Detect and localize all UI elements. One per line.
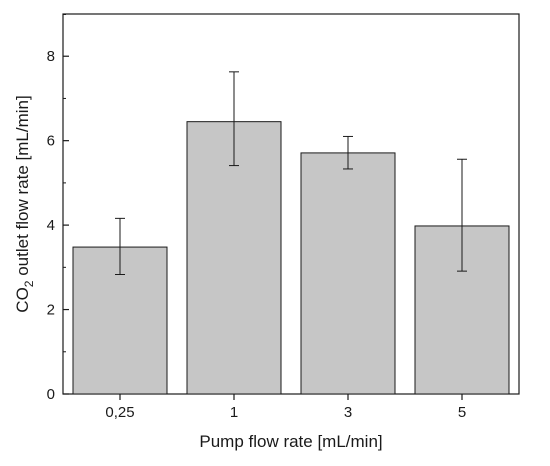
y-tick-label: 0 bbox=[47, 386, 55, 403]
x-tick-label: 0,25 bbox=[105, 404, 134, 421]
plot-area-frame bbox=[62, 13, 520, 395]
y-axis: 0 2 4 6 8 bbox=[47, 14, 69, 403]
bar-1 bbox=[186, 121, 282, 395]
bars-layer bbox=[72, 121, 510, 395]
x-tick-label: 1 bbox=[230, 404, 238, 421]
bar-3 bbox=[300, 152, 396, 395]
x-tick-label: 5 bbox=[458, 404, 466, 421]
y-tick-label: 4 bbox=[47, 217, 55, 234]
y-axis-title: CO2 outlet flow rate [mL/min] bbox=[13, 95, 36, 312]
y-axis-title-subscript: 2 bbox=[22, 280, 36, 287]
y-tick-label: 8 bbox=[47, 48, 55, 65]
x-axis: 0,25 1 3 5 bbox=[105, 394, 466, 421]
y-tick-label: 2 bbox=[47, 302, 55, 319]
y-axis-title-prefix: CO bbox=[13, 287, 32, 313]
y-axis-title-suffix: outlet flow rate [mL/min] bbox=[13, 95, 32, 280]
error-bars-layer bbox=[115, 71, 467, 276]
x-axis-title: Pump flow rate [mL/min] bbox=[199, 432, 382, 451]
x-tick-label: 3 bbox=[344, 404, 352, 421]
y-tick-label: 6 bbox=[47, 133, 55, 150]
